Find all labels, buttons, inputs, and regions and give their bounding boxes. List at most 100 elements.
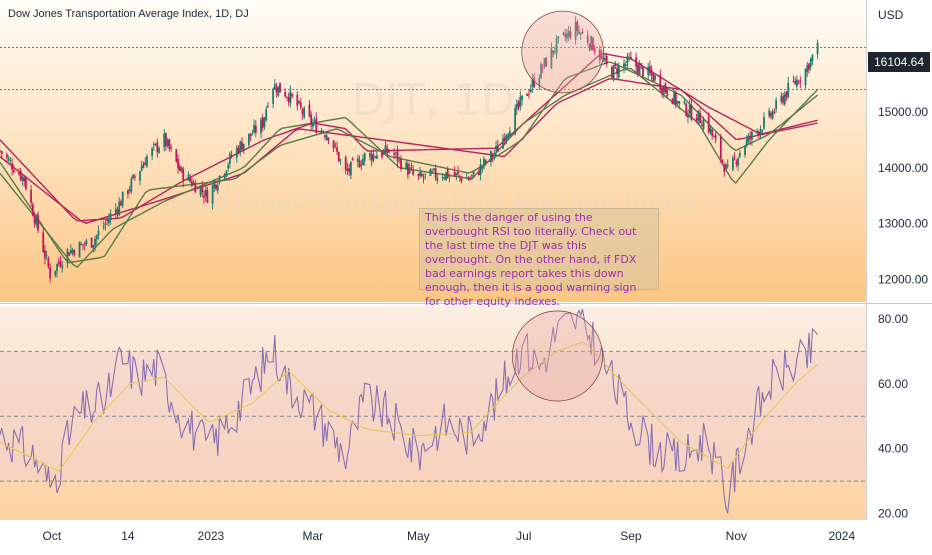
candle: [695, 113, 698, 124]
candle: [714, 131, 717, 144]
candle: [121, 191, 124, 208]
time-tick-label: Oct: [43, 529, 62, 543]
candle: [349, 161, 352, 180]
candle: [564, 28, 567, 42]
candle: [600, 49, 603, 60]
candle: [30, 185, 33, 207]
candle: [94, 235, 96, 252]
candle: [90, 237, 93, 248]
price-highlight-circle: [521, 10, 604, 94]
candle: [206, 186, 209, 204]
candle: [614, 60, 617, 69]
candle: [393, 148, 396, 160]
candle: [163, 128, 166, 152]
time-tick-label: Nov: [726, 529, 747, 543]
candle: [192, 179, 195, 186]
candle: [0, 150, 3, 160]
candle: [334, 142, 337, 149]
candle: [410, 162, 413, 171]
candle: [650, 65, 653, 82]
candle: [605, 53, 608, 68]
candle: [242, 143, 245, 155]
candle: [712, 134, 715, 138]
candle: [726, 159, 729, 169]
candle: [165, 132, 167, 151]
candle: [33, 212, 36, 228]
candle: [360, 159, 363, 171]
candle: [80, 241, 83, 246]
candle: [324, 133, 326, 141]
time-tick-label: 2023: [198, 529, 225, 543]
candle: [588, 43, 591, 52]
candle: [78, 241, 81, 258]
candle: [417, 173, 420, 181]
candle: [674, 90, 677, 109]
candle: [7, 155, 10, 162]
currency-label: USD: [878, 8, 904, 22]
candle: [735, 159, 738, 168]
candle: [659, 69, 662, 93]
candle: [325, 131, 328, 141]
candle: [529, 84, 532, 94]
candle: [114, 203, 117, 219]
candle: [237, 145, 240, 155]
candle: [313, 116, 316, 126]
candle: [0, 149, 1, 153]
candle: [453, 166, 456, 177]
candle: [289, 85, 292, 108]
candle: [199, 187, 202, 198]
candle: [642, 66, 644, 78]
candle: [495, 140, 497, 156]
candle: [130, 176, 133, 194]
candle: [638, 60, 641, 76]
candle: [432, 168, 435, 172]
candle: [699, 108, 701, 124]
candle: [73, 249, 76, 257]
candle: [688, 99, 691, 118]
candle: [189, 174, 192, 184]
candle: [322, 130, 325, 134]
candle: [405, 160, 408, 170]
candle: [420, 170, 423, 178]
candle: [400, 155, 402, 172]
candle: [215, 184, 217, 191]
candle: [687, 109, 689, 124]
candle: [797, 79, 800, 85]
candle: [540, 62, 542, 79]
rsi-y-axis: 80.00 60.00 40.00 20.00: [878, 312, 908, 521]
candle: [337, 151, 340, 163]
candle: [574, 16, 577, 45]
candle: [107, 213, 110, 227]
candle: [505, 133, 508, 144]
candle: [251, 129, 254, 136]
candle: [132, 174, 134, 180]
last-price-tag: 16104.64: [868, 52, 930, 72]
candle: [201, 180, 204, 198]
candle: [678, 100, 681, 110]
candle: [223, 172, 226, 181]
candle: [804, 68, 807, 89]
candle: [158, 146, 160, 154]
rsi-tick-label: 80.00: [878, 312, 908, 326]
candle: [344, 154, 347, 175]
candle: [203, 190, 205, 204]
candle: [782, 92, 784, 105]
candle: [626, 52, 629, 68]
candle: [479, 158, 482, 181]
candle: [49, 263, 52, 283]
candle: [95, 234, 98, 245]
candle: [25, 175, 27, 191]
candle: [216, 182, 219, 194]
candle: [635, 52, 638, 73]
price-y-axis: 15000.00 14000.00 13000.00 12000.00: [878, 105, 928, 287]
candle: [106, 216, 109, 226]
candle: [509, 126, 511, 135]
candle: [277, 86, 280, 97]
candle: [630, 51, 632, 60]
candle: [671, 98, 674, 105]
candle: [12, 164, 15, 174]
candle: [407, 159, 409, 180]
candle: [477, 167, 480, 176]
candle: [275, 82, 278, 98]
candle: [457, 165, 459, 177]
